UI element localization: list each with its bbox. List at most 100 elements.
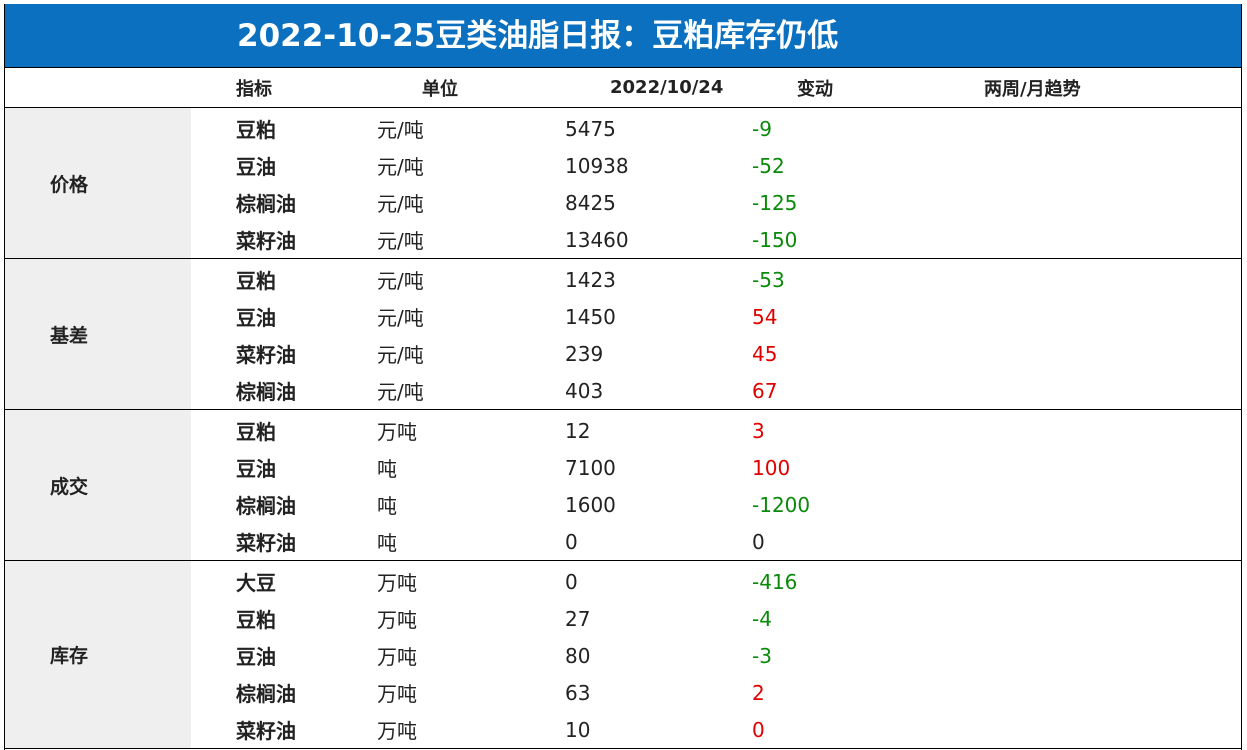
value-cell: 0 (565, 529, 578, 554)
unit-cell: 元/吨 (377, 118, 424, 142)
table-row: 菜籽油 元/吨 13460 -150 (191, 221, 1241, 258)
unit-cell: 元/吨 (377, 155, 424, 179)
indicator-cell: 豆油 (236, 457, 276, 481)
table-group: 成交 豆粕 万吨 12 3 豆油吨 7100 100 棕榈油吨 1600 -1200 菜籽油吨 0 0 (5, 410, 1241, 561)
change-cell: 3 (752, 418, 765, 443)
indicator-cell: 豆粕 (236, 118, 276, 142)
value-cell: 7100 (565, 455, 616, 480)
table-row: 豆油 吨 7100 100 (191, 449, 1241, 486)
change-cell: 2 (752, 680, 765, 705)
change-cell: 0 (752, 529, 765, 554)
table-row: 棕榈油 万吨 63 2 (191, 674, 1241, 711)
indicator-cell: 豆油 (236, 306, 276, 330)
change-cell: -150 (752, 227, 798, 252)
table-header: 指标 单位 2022/10/24 变动 两周/月趋势 (5, 68, 1241, 108)
group-rows: 豆粕 元/吨 1423 -53 豆油 元/吨 1450 54 菜籽油 元/吨 239 45 棕榈油 元/吨… (191, 259, 1241, 409)
change-cell: -9 (752, 116, 772, 141)
table-group: 库存 大豆 万吨 0 -416 豆粕 万吨 27 -4 豆油 万吨 80 -3 棕榈油 万吨 63 2 菜籽油 万吨… (5, 561, 1241, 749)
indicator-cell: 豆粕 (236, 269, 276, 293)
category-label: 基差 (5, 259, 191, 409)
change-cell: 54 (752, 304, 778, 329)
header-change: 变动 (797, 78, 833, 100)
report-title: 2022-10-25豆类油脂日报：豆粕库存仍低 (5, 4, 1241, 68)
category-label: 价格 (5, 108, 191, 258)
indicator-cell: 豆粕 (236, 420, 276, 444)
unit-cell: 元/吨 (377, 269, 424, 293)
change-cell: -52 (752, 153, 785, 178)
change-cell: -53 (752, 267, 785, 292)
unit-cell: 万吨 (377, 682, 417, 706)
value-cell: 12 (565, 418, 591, 443)
indicator-cell: 棕榈油 (236, 380, 296, 404)
table-row: 棕榈油 吨 1600 -1200 (191, 486, 1241, 523)
change-cell: -125 (752, 190, 798, 215)
header-indicator: 指标 (236, 78, 272, 100)
unit-cell: 万吨 (377, 645, 417, 669)
value-cell: 27 (565, 606, 591, 631)
header-unit: 单位 (422, 78, 458, 100)
table-row: 豆油 元/吨 1450 54 (191, 298, 1241, 335)
indicator-cell: 棕榈油 (236, 192, 296, 216)
indicator-cell: 菜籽油 (236, 229, 296, 253)
unit-cell: 吨 (377, 494, 397, 518)
group-rows: 大豆 万吨 0 -416 豆粕 万吨 27 -4 豆油 万吨 80 -3 棕榈油 万吨 63 2 菜籽油 万吨 10… (191, 561, 1241, 748)
table-row: 棕榈油 元/吨 8425 -125 (191, 184, 1241, 221)
indicator-cell: 棕榈油 (236, 682, 296, 706)
table-row: 豆油 万吨 80 -3 (191, 637, 1241, 674)
unit-cell: 元/吨 (377, 192, 424, 216)
unit-cell: 万吨 (377, 719, 417, 743)
change-cell: -3 (752, 643, 772, 668)
table-row: 菜籽油 元/吨 239 45 (191, 335, 1241, 372)
change-cell: -416 (752, 569, 798, 594)
table-row: 菜籽油 吨 0 0 (191, 523, 1241, 560)
change-cell: 0 (752, 717, 765, 742)
value-cell: 10938 (565, 153, 629, 178)
unit-cell: 元/吨 (377, 306, 424, 330)
group-rows: 豆粕 万吨 12 3 豆油吨 7100 100 棕榈油吨 1600 -1200 菜籽油吨 0 0 (191, 410, 1241, 560)
unit-cell: 元/吨 (377, 380, 424, 404)
indicator-cell: 豆油 (236, 645, 276, 669)
indicator-cell: 棕榈油 (236, 494, 296, 518)
report-frame: 2022-10-25豆类油脂日报：豆粕库存仍低 指标 单位 2022/10/24… (4, 4, 1242, 750)
change-cell: -4 (752, 606, 772, 631)
value-cell: 80 (565, 643, 591, 668)
unit-cell: 元/吨 (377, 229, 424, 253)
change-cell: 45 (752, 341, 778, 366)
value-cell: 1600 (565, 492, 616, 517)
unit-cell: 万吨 (377, 571, 417, 595)
value-cell: 403 (565, 378, 604, 403)
value-cell: 13460 (565, 227, 629, 252)
table-row: 大豆 万吨 0 -416 (191, 563, 1241, 600)
indicator-cell: 豆油 (236, 155, 276, 179)
unit-cell: 万吨 (377, 420, 417, 444)
table-row: 菜籽油 万吨 10 0 (191, 711, 1241, 748)
table-row: 豆粕 万吨 12 3 (191, 412, 1241, 449)
indicator-cell: 豆粕 (236, 608, 276, 632)
value-cell: 239 (565, 341, 604, 366)
value-cell: 10 (565, 717, 591, 742)
category-label: 库存 (5, 561, 191, 748)
indicator-cell: 菜籽油 (236, 343, 296, 367)
change-cell: 100 (752, 455, 791, 480)
category-label: 成交 (5, 410, 191, 560)
table-body: 价格 豆粕 元/吨 5475 -9 豆油 元/吨 10938 -52 棕榈油 元/吨 8425 -125… (5, 108, 1241, 749)
table-row: 棕榈油 元/吨 403 67 (191, 372, 1241, 409)
indicator-cell: 菜籽油 (236, 719, 296, 743)
indicator-cell: 大豆 (236, 571, 276, 595)
table-row: 豆粕 元/吨 5475 -9 (191, 110, 1241, 147)
table-group: 基差 豆粕 元/吨 1423 -53 豆油 元/吨 1450 54 菜籽油 元/吨 239 45 棕榈油元… (5, 259, 1241, 410)
change-cell: -1200 (752, 492, 811, 517)
header-date: 2022/10/24 (610, 77, 724, 98)
value-cell: 8425 (565, 190, 616, 215)
unit-cell: 吨 (377, 531, 397, 555)
unit-cell: 万吨 (377, 608, 417, 632)
group-rows: 豆粕 元/吨 5475 -9 豆油 元/吨 10938 -52 棕榈油 元/吨 8425 -125 菜籽… (191, 108, 1241, 258)
table-row: 豆油 元/吨 10938 -52 (191, 147, 1241, 184)
table-group: 价格 豆粕 元/吨 5475 -9 豆油 元/吨 10938 -52 棕榈油 元/吨 8425 -125… (5, 108, 1241, 259)
change-cell: 67 (752, 378, 778, 403)
unit-cell: 吨 (377, 457, 397, 481)
value-cell: 0 (565, 569, 578, 594)
table-row: 豆粕 万吨 27 -4 (191, 600, 1241, 637)
unit-cell: 元/吨 (377, 343, 424, 367)
value-cell: 1423 (565, 267, 616, 292)
